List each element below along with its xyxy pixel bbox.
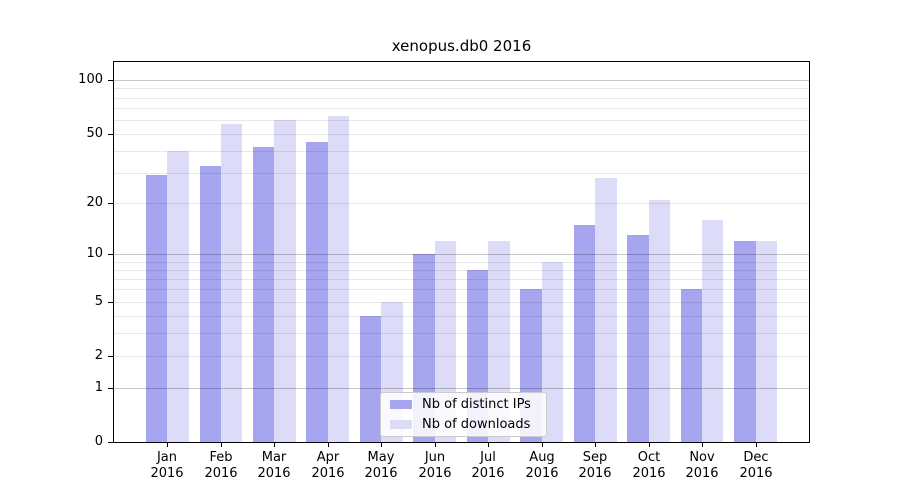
- xtick-mark-dec: [756, 443, 757, 447]
- xtick-mark-sep: [595, 443, 596, 447]
- bar-distinct-ips-sep: [573, 224, 596, 442]
- xtick-label-jan: Jan 2016: [150, 450, 184, 481]
- chart-title: xenopus.db0 2016: [391, 37, 532, 55]
- legend-row-distinct-ips: Nb of distinct IPs: [390, 397, 537, 412]
- gridline-minor-60: [114, 119, 809, 121]
- xtick-mark-may: [381, 443, 382, 447]
- bar-distinct-ips-oct: [627, 235, 649, 442]
- legend-swatch-downloads-icon: [390, 420, 412, 429]
- xtick-label-apr: Apr 2016: [311, 450, 345, 481]
- ytick-mark-20: [108, 203, 113, 204]
- xtick-label-feb: Feb 2016: [204, 450, 238, 481]
- ytick-mark-100: [108, 80, 113, 81]
- xtick-label-mar: Mar 2016: [257, 450, 291, 481]
- ytick-mark-10: [108, 254, 113, 255]
- ytick-label-50: 50: [86, 126, 103, 141]
- legend-label-downloads: Nb of downloads: [422, 417, 531, 432]
- xtick-mark-jun: [435, 443, 436, 447]
- legend: Nb of distinct IPs Nb of downloads: [380, 392, 547, 437]
- xtick-mark-jul: [488, 443, 489, 447]
- bar-downloads-apr: [327, 116, 350, 442]
- gridline-minor-90: [114, 88, 809, 90]
- plot-area: Nb of distinct IPs Nb of downloads: [113, 61, 810, 443]
- ytick-mark-0: [108, 442, 113, 443]
- bar-distinct-ips-apr: [306, 141, 328, 442]
- bar-distinct-ips-feb: [199, 165, 221, 442]
- bar-downloads-aug: [541, 261, 564, 442]
- bar-downloads-feb: [220, 123, 243, 442]
- xtick-label-nov: Nov 2016: [685, 450, 719, 481]
- xtick-label-jul: Jul 2016: [471, 450, 505, 481]
- bar-distinct-ips-nov: [680, 289, 703, 442]
- bar-downloads-mar: [274, 119, 296, 442]
- ytick-label-100: 100: [78, 72, 103, 87]
- ytick-mark-1: [108, 388, 113, 389]
- xtick-label-jun: Jun 2016: [418, 450, 452, 481]
- xtick-mark-feb: [221, 443, 222, 447]
- ytick-mark-2: [108, 356, 113, 357]
- legend-label-distinct-ips: Nb of distinct IPs: [422, 397, 531, 412]
- ytick-label-2: 2: [94, 348, 103, 363]
- bar-downloads-nov: [702, 219, 724, 442]
- xtick-mark-nov: [702, 443, 703, 447]
- legend-swatch-distinct-ips-icon: [390, 400, 412, 409]
- bar-downloads-oct: [648, 199, 670, 442]
- ytick-label-0: 0: [94, 434, 103, 449]
- gridline-major-100: [114, 80, 809, 82]
- ytick-label-20: 20: [86, 195, 103, 210]
- xtick-label-dec: Dec 2016: [739, 450, 773, 481]
- bar-downloads-jul: [488, 240, 510, 442]
- legend-row-downloads: Nb of downloads: [390, 417, 537, 432]
- bar-distinct-ips-dec: [734, 240, 756, 442]
- plot-canvas: [114, 62, 809, 442]
- xtick-label-sep: Sep 2016: [578, 450, 612, 481]
- xtick-label-aug: Aug 2016: [525, 450, 559, 481]
- gridline-minor-70: [114, 107, 809, 109]
- xtick-mark-oct: [649, 443, 650, 447]
- xtick-mark-apr: [328, 443, 329, 447]
- xtick-mark-jan: [167, 443, 168, 447]
- bar-downloads-jun: [434, 240, 457, 442]
- xtick-label-may: May 2016: [364, 450, 398, 481]
- bar-downloads-dec: [755, 240, 777, 442]
- bar-distinct-ips-may: [359, 315, 382, 442]
- ytick-label-1: 1: [94, 380, 103, 395]
- ytick-mark-5: [108, 302, 113, 303]
- gridline-minor-40: [114, 150, 809, 152]
- gridline-minor-80: [114, 97, 809, 99]
- bar-downloads-jan: [167, 150, 189, 442]
- ytick-label-5: 5: [94, 294, 103, 309]
- bar-distinct-ips-jan: [146, 175, 168, 442]
- gridline-minor-50: [114, 133, 809, 135]
- bar-distinct-ips-mar: [253, 147, 275, 442]
- xtick-mark-aug: [542, 443, 543, 447]
- xtick-label-oct: Oct 2016: [632, 450, 666, 481]
- xtick-mark-mar: [274, 443, 275, 447]
- bar-downloads-sep: [595, 178, 617, 442]
- ytick-label-10: 10: [86, 246, 103, 261]
- ytick-mark-50: [108, 134, 113, 135]
